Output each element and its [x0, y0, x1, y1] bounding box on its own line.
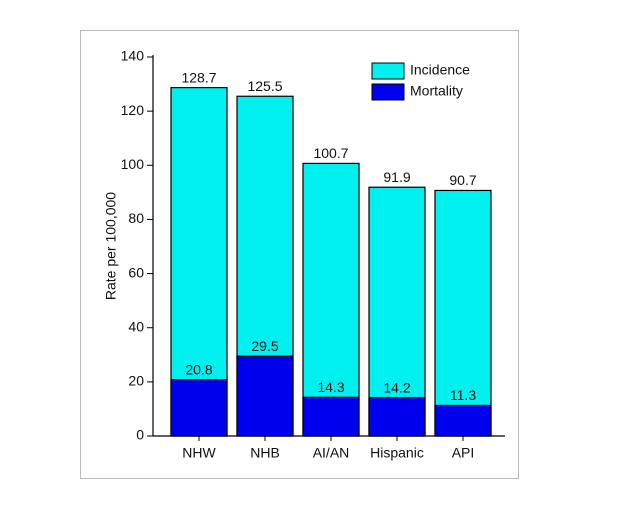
x-tick-label: API — [452, 445, 475, 461]
bar — [368, 396, 426, 437]
legend-swatch — [371, 83, 405, 101]
bar — [302, 162, 360, 437]
value-label: 128.7 — [181, 69, 216, 85]
y-axis-label: Rate per 100,000 — [103, 192, 119, 300]
value-label: 29.5 — [251, 338, 278, 354]
x-tick-label: Hispanic — [370, 445, 424, 461]
x-tick-label: NHB — [250, 445, 280, 461]
y-tick-label: 40 — [128, 318, 144, 334]
x-tick-label: AI/AN — [313, 445, 350, 461]
bar — [236, 355, 294, 437]
value-label: 90.7 — [449, 172, 476, 188]
bar — [434, 189, 492, 437]
y-tick-label: 80 — [128, 210, 144, 226]
value-label: 20.8 — [185, 361, 212, 377]
bar — [302, 396, 360, 437]
bar — [170, 379, 228, 437]
value-label: 125.5 — [247, 78, 282, 94]
x-tick-label: NHW — [182, 445, 216, 461]
y-tick-label: 100 — [121, 156, 145, 172]
bar — [170, 86, 228, 437]
legend-swatch — [371, 62, 405, 80]
y-tick-label: 140 — [121, 48, 145, 64]
value-label: 14.2 — [383, 379, 410, 395]
value-label: 14.3 — [317, 379, 344, 395]
y-tick-label: 120 — [121, 102, 145, 118]
legend-label: Mortality — [410, 83, 463, 99]
bar — [434, 404, 492, 437]
value-label: 91.9 — [383, 169, 410, 185]
value-label: 100.7 — [313, 145, 348, 161]
y-tick-label: 60 — [128, 264, 144, 280]
value-label: 11.3 — [450, 387, 476, 403]
y-tick-label: 0 — [136, 427, 144, 443]
legend-label: Incidence — [410, 62, 470, 78]
frame — [80, 30, 519, 479]
y-tick-label: 20 — [128, 373, 144, 389]
